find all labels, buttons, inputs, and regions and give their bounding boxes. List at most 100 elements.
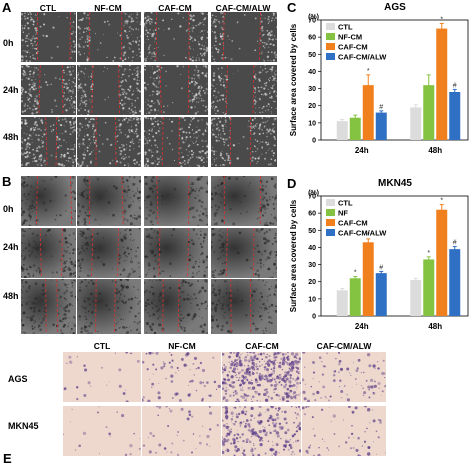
chart-d-bar-nf-48h — [423, 259, 434, 316]
micrograph-a-2-1 — [144, 65, 208, 115]
micrograph-b-3-2 — [211, 279, 277, 334]
chart-d-legend-label: CAF-CM/ALW — [338, 229, 387, 238]
micrograph-e-2-1 — [222, 406, 301, 456]
chart-d-category-label: 48h — [428, 322, 442, 331]
micrograph-b-0-1 — [21, 228, 76, 278]
micrograph-b-2-2 — [144, 279, 208, 334]
micrograph-e-3-0 — [302, 352, 386, 402]
micrograph-a-2-0 — [144, 12, 208, 62]
chart-d-ytick-label: 40 — [308, 245, 316, 252]
chart-d-ytick-label: 30 — [308, 262, 316, 269]
micrograph-b-0-0 — [21, 176, 76, 226]
chart-c-significance-mark: # — [379, 104, 383, 111]
chart-c-ytick-label: 60 — [308, 35, 316, 42]
chart-d-ytick-label: 10 — [308, 296, 316, 303]
micrograph-e-2-0 — [222, 352, 301, 402]
micrograph-a-0-2 — [21, 117, 76, 167]
chart-c-legend-label: NF-CM — [338, 33, 362, 42]
chart-d-significance-mark: * — [427, 250, 430, 257]
chart-c-legend-label: CAF-CM/ALW — [338, 53, 387, 62]
micrograph-e-3-1 — [302, 406, 386, 456]
panel-letter-b: B — [2, 174, 11, 189]
micrograph-a-1-2 — [77, 117, 141, 167]
micrograph-b-0-2 — [21, 279, 76, 334]
chart-c-legend-swatch — [326, 53, 335, 60]
chart-d-significance-mark: * — [354, 270, 357, 277]
chart-c-ylabel: Surface area covered by cells — [289, 23, 298, 136]
chart-c-significance-mark: * — [367, 68, 370, 75]
micrograph-e-0-1 — [63, 406, 141, 456]
chart-d-significance-mark: # — [379, 264, 383, 271]
chart-c-significance-mark: * — [440, 16, 443, 23]
chart-c-bar-nf-cm-24h — [350, 118, 361, 140]
chart-d-unit-label: (%) — [308, 190, 319, 197]
micrograph-e-1-1 — [142, 406, 221, 456]
panel-a-row-0h: 0h — [3, 38, 14, 48]
chart-d-bar-caf-cm-alw-48h — [449, 249, 460, 316]
panel-letter-a: A — [2, 0, 11, 15]
chart-c-ytick-label: 40 — [308, 69, 316, 76]
panel-a-row-48h: 48h — [3, 132, 19, 142]
chart-d-bar-nf-24h — [350, 278, 361, 316]
panel-e-col-nfcm: NF-CM — [142, 341, 222, 351]
chart-d-legend-label: CTL — [338, 199, 353, 208]
panel-letter-e-label: E — [3, 451, 12, 466]
panel-b-row-0h: 0h — [3, 204, 14, 214]
chart-d-legend-label: NF — [338, 209, 348, 218]
micrograph-b-1-0 — [77, 176, 141, 226]
micrograph-a-1-1 — [77, 65, 141, 115]
panel-e-col-cafcm: CAF-CM — [222, 341, 302, 351]
micrograph-a-3-2 — [211, 117, 277, 167]
chart-d-bar-caf-cm-alw-24h — [376, 273, 387, 316]
chart-c-bar-ctl-24h — [337, 121, 348, 140]
chart-c-ytick-label: 50 — [308, 52, 316, 59]
panel-a-row-24h: 24h — [3, 85, 19, 95]
micrograph-b-1-1 — [77, 228, 141, 278]
chart-c-significance-mark: # — [453, 82, 457, 89]
micrograph-b-2-1 — [144, 228, 208, 278]
chart-d-legend-swatch — [326, 219, 335, 226]
chart-c-bar-caf-cm-alw-48h — [449, 92, 460, 140]
panel-e-row-mkn45: MKN45 — [8, 421, 39, 431]
chart-d-significance-mark: # — [453, 240, 457, 247]
panel-e-row-ags: AGS — [8, 374, 28, 384]
chart-c-legend-swatch — [326, 33, 335, 40]
chart-d-ylabel: Surface area covered by cells — [289, 199, 298, 312]
chart-c-unit-label: (%) — [308, 14, 319, 21]
chart-c-ytick-label: 20 — [308, 103, 316, 110]
chart-c-legend-swatch — [326, 43, 335, 50]
chart-d-ytick-label: 60 — [308, 211, 316, 218]
chart-c-ytick-label: 10 — [308, 120, 316, 127]
chart-c-legend-label: CAF-CM — [338, 43, 368, 52]
micrograph-a-0-0 — [21, 12, 76, 62]
micrograph-a-3-0 — [211, 12, 277, 62]
chart-c-legend-label: CTL — [338, 23, 353, 32]
micrograph-b-2-0 — [144, 176, 208, 226]
chart-d-bar-ctl-48h — [410, 280, 421, 316]
chart-d-category-label: 24h — [355, 322, 369, 331]
micrograph-b-1-2 — [77, 279, 141, 334]
chart-d-legend-swatch — [326, 199, 335, 206]
micrograph-e-0-0 — [63, 352, 141, 402]
chart-d-legend-swatch — [326, 209, 335, 216]
panel-b-row-24h: 24h — [3, 242, 19, 252]
chart-d-ytick-label: 0 — [312, 314, 316, 321]
chart-c-bar-ctl-48h — [410, 107, 421, 140]
micrograph-a-0-1 — [21, 65, 76, 115]
chart-d-legend-swatch — [326, 229, 335, 236]
micrograph-a-3-1 — [211, 65, 277, 115]
micrograph-e-1-0 — [142, 352, 221, 402]
chart-c-ytick-label: 0 — [312, 138, 316, 145]
chart-d-legend-label: CAF-CM — [338, 219, 368, 228]
chart-c-bar-caf-cm-48h — [436, 29, 447, 140]
micrograph-b-3-1 — [211, 228, 277, 278]
chart-c-bar-caf-cm-alw-24h — [376, 113, 387, 140]
chart-d-bar-caf-cm-24h — [363, 242, 374, 316]
chart-d-significance-mark: * — [440, 198, 443, 205]
panel-b-row-48h: 48h — [3, 291, 19, 301]
chart-d-bar-caf-cm-48h — [436, 210, 447, 316]
micrograph-a-1-0 — [77, 12, 141, 62]
chart-c-category-label: 48h — [428, 146, 442, 155]
micrograph-b-3-0 — [211, 176, 277, 226]
